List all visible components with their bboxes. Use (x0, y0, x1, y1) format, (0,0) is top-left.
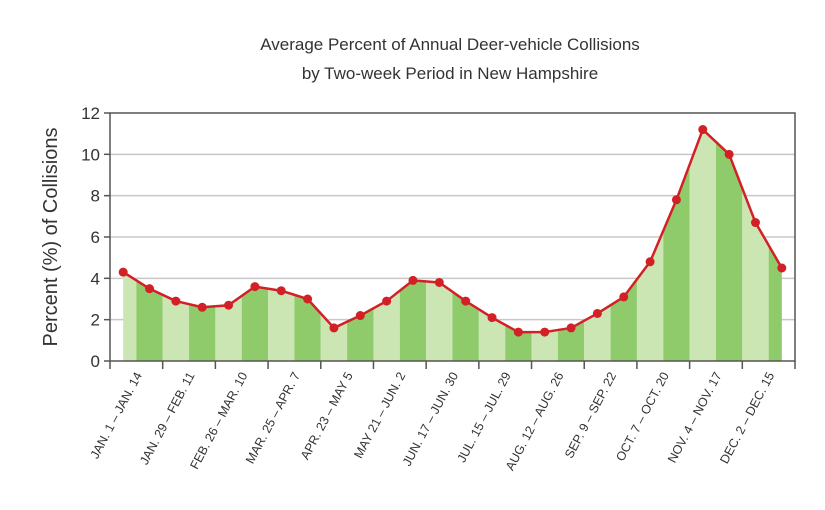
data-point (671, 195, 681, 205)
area-fill (123, 129, 782, 361)
data-point (566, 323, 576, 333)
y-tick-label: 10 (81, 145, 100, 164)
data-point (750, 218, 760, 228)
area-strip (123, 272, 137, 361)
data-point (461, 296, 471, 306)
series-line (122, 128, 783, 334)
x-tick-label: AUG. 12 – AUG. 26 (503, 370, 567, 473)
area-strip (610, 279, 637, 361)
data-point (355, 311, 365, 321)
chart-title: Average Percent of Annual Deer-vehicle C… (260, 35, 640, 54)
area-strip (742, 188, 769, 361)
x-tick-label: FEB. 26 – MAR. 10 (187, 370, 250, 472)
area-strip (399, 280, 427, 361)
data-point (645, 257, 655, 267)
area-strip (320, 313, 348, 361)
data-point (698, 125, 708, 135)
x-tick-label: DEC. 2 – DEC. 15 (717, 370, 777, 466)
y-axis-label: Percent (%) of Collisions (40, 128, 62, 347)
area-strip (663, 164, 690, 361)
area-strip (189, 304, 216, 361)
data-point (118, 267, 128, 277)
area-strip (215, 295, 242, 361)
area-strip (689, 129, 716, 361)
area-strip (531, 330, 558, 361)
x-tick-label: JUN. 17 – JUN. 30 (400, 370, 461, 469)
area-strip (347, 308, 374, 361)
x-tick-label: JAN. 1 – JAN. 14 (88, 370, 145, 461)
data-markers (118, 125, 787, 337)
data-point (382, 296, 392, 306)
area-strip (768, 245, 782, 361)
area-strip (162, 294, 190, 361)
x-tick-label: NOV. 4 – NOV. 17 (665, 370, 725, 465)
area-strip (452, 291, 479, 361)
data-point (197, 302, 207, 312)
x-tick-label: MAR. 25 – APR. 7 (243, 370, 303, 466)
data-point (513, 327, 523, 337)
y-tick-label: 4 (91, 269, 100, 288)
area-strip (505, 324, 532, 361)
area-strip (426, 281, 453, 361)
area-strip (294, 294, 321, 361)
y-tick-label: 12 (81, 104, 100, 123)
data-point (276, 286, 286, 296)
axes (104, 112, 796, 369)
data-point (724, 149, 734, 159)
data-point (777, 263, 787, 273)
y-tick-label: 0 (91, 352, 100, 371)
data-point (329, 323, 339, 333)
y-tick-label: 6 (91, 228, 100, 247)
data-point (224, 300, 234, 310)
data-point (250, 282, 260, 292)
x-tick-label: SEP. 9 – SEP. 22 (562, 370, 619, 461)
chart-title-block: Average Percent of Annual Deer-vehicle C… (160, 30, 740, 88)
data-point (619, 292, 629, 302)
data-point (408, 275, 418, 285)
data-point (487, 313, 497, 323)
y-tick-label: 8 (91, 187, 100, 206)
series-line-group (122, 128, 783, 334)
area-strip (715, 141, 743, 361)
data-point (303, 294, 313, 304)
data-point (434, 277, 444, 287)
x-tick-label: OCT. 7 – OCT. 20 (613, 370, 672, 464)
x-tick-label: MAY 21 – JUN. 2 (351, 370, 408, 461)
area-strip (136, 280, 163, 361)
x-tick-label: JUL. 15 – JUL. 29 (455, 370, 514, 465)
x-tick-label: APR. 23 – MAY 5 (298, 370, 356, 462)
y-tick-label: 2 (91, 311, 100, 330)
data-point (592, 308, 602, 318)
area-strip (557, 320, 585, 361)
area-strip (268, 288, 295, 361)
area-strip (373, 290, 400, 361)
data-point (540, 327, 550, 337)
data-point (145, 284, 155, 294)
area-strip (584, 305, 611, 361)
area-strip (636, 230, 664, 361)
chart-subtitle: by Two-week Period in New Hampshire (301, 64, 599, 83)
x-tick-label: JAN. 29 – FEB. 11 (137, 370, 198, 467)
data-point (171, 296, 181, 306)
area-strip (241, 286, 269, 361)
